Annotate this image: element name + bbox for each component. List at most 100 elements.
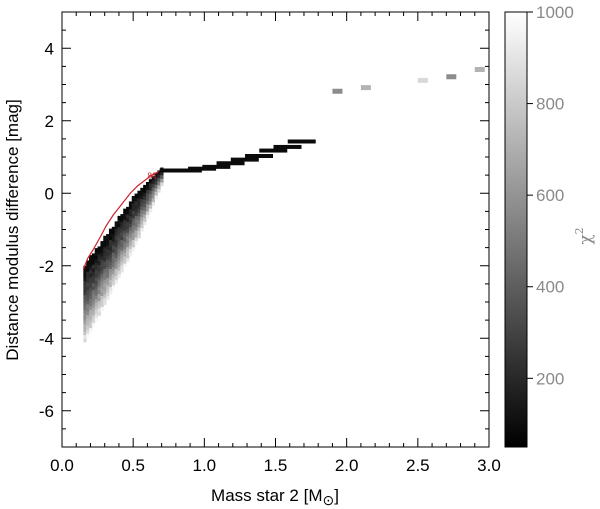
heatmap-cell	[97, 304, 101, 309]
heatmap-cell	[154, 195, 158, 200]
heatmap-cell	[108, 264, 113, 269]
heatmap-cell	[117, 215, 121, 221]
heatmap-cell	[103, 286, 107, 291]
heatmap-cell	[123, 244, 127, 250]
heatmap-cell	[106, 277, 110, 282]
heatmap-cell	[94, 277, 99, 282]
heatmap-cell	[157, 177, 161, 182]
heatmap-cell	[83, 280, 87, 285]
heatmap-cell	[143, 203, 147, 208]
heatmap-cell	[97, 279, 101, 284]
heatmap-cell	[89, 313, 93, 318]
heatmap-cell	[83, 269, 87, 274]
heatmap-cell	[123, 252, 127, 257]
heatmap-cell	[100, 262, 104, 267]
heatmap-cell	[83, 291, 87, 296]
contour-line	[82, 170, 160, 270]
heatmap-cell	[86, 274, 90, 280]
heatmap-cell	[103, 250, 107, 255]
heatmap-cell	[148, 193, 153, 198]
heatmap-cell	[111, 252, 116, 257]
heatmap-cell	[137, 223, 141, 228]
heatmap-cell	[117, 226, 121, 231]
heatmap-cell	[89, 320, 93, 325]
heatmap-cell	[131, 195, 136, 201]
heatmap-cell	[103, 272, 107, 277]
heatmap-cell	[114, 235, 119, 240]
colorbar-tick-label: 400	[536, 278, 564, 297]
heatmap-cell	[114, 257, 119, 262]
heatmap-cell	[100, 270, 104, 275]
heatmap-cell	[259, 148, 288, 153]
heatmap-cell	[89, 280, 93, 285]
heatmap-cell	[108, 228, 113, 233]
heatmap-cell	[86, 314, 90, 319]
heatmap-cell	[114, 246, 119, 251]
heatmap-cell	[140, 209, 144, 214]
heatmap-cell	[86, 332, 90, 338]
heatmap-cell	[137, 208, 141, 213]
heatmap-cell	[126, 235, 130, 240]
heatmap-cell	[83, 287, 87, 292]
heatmap-cell	[111, 244, 116, 250]
heatmap-cell	[126, 206, 130, 211]
heatmap-cell	[117, 259, 121, 264]
y-tick-label: -6	[39, 402, 54, 421]
heatmap-cell	[128, 241, 133, 246]
heatmap-cell	[108, 246, 113, 251]
heatmap-cell	[103, 261, 107, 266]
x-tick-label: 1.0	[193, 456, 217, 475]
heatmap-cell	[94, 309, 99, 314]
heatmap-cell	[86, 260, 90, 265]
heatmap-cell	[91, 300, 96, 305]
heatmap-cell	[117, 270, 121, 275]
heatmap-cell	[111, 266, 116, 271]
heatmap-cell	[83, 302, 87, 307]
heatmap-cell	[106, 252, 110, 257]
heatmap-cell	[137, 212, 141, 217]
heatmap-cell	[100, 302, 104, 307]
heatmap-cell	[103, 279, 107, 284]
heatmap-cell	[114, 253, 119, 259]
heatmap-cell	[111, 281, 116, 286]
heatmap-cell	[154, 187, 158, 192]
heatmap-cell	[154, 191, 158, 196]
heatmap-cell	[131, 203, 136, 208]
heatmap-cell	[106, 244, 110, 250]
heatmap-cell	[106, 266, 110, 271]
heatmap-cell	[120, 250, 124, 255]
heatmap-cell	[94, 248, 99, 253]
heatmap-cell	[157, 170, 161, 175]
heatmap-cell	[91, 296, 96, 302]
heatmap-cell	[111, 241, 116, 246]
heatmap-cell	[97, 293, 101, 298]
heatmap-cell	[100, 244, 104, 249]
heatmap-cell	[86, 293, 90, 298]
heatmap-cell	[114, 272, 119, 277]
heatmap-cell	[123, 259, 127, 264]
heatmap-cell	[94, 255, 99, 260]
heatmap-cell	[100, 266, 104, 271]
heatmap-cell	[137, 230, 141, 235]
heatmap-cell	[103, 290, 107, 295]
heatmap-cell	[140, 198, 144, 203]
heatmap-cell	[126, 243, 130, 248]
heatmap-cell	[137, 201, 141, 206]
colorbar-ticks: 200 400 600 800 1000	[527, 3, 574, 388]
heatmap-cell	[106, 248, 110, 253]
heatmap-cell	[103, 268, 107, 273]
heatmap-cell	[111, 284, 116, 289]
heatmap-cell	[128, 252, 133, 257]
heatmap-cell	[114, 224, 119, 230]
heatmap-cell	[134, 204, 138, 209]
colorbar-tick-label: 1000	[536, 3, 574, 22]
heatmap-cell	[94, 273, 99, 278]
heatmap-cell	[148, 208, 153, 213]
heatmap-cell	[106, 284, 110, 289]
heatmap-cell	[83, 305, 87, 310]
heatmap-cell	[143, 213, 147, 219]
heatmap-cell	[114, 221, 119, 226]
heatmap-cell	[89, 276, 93, 281]
heatmap-cell	[117, 230, 121, 235]
heatmap-cell	[160, 174, 164, 179]
